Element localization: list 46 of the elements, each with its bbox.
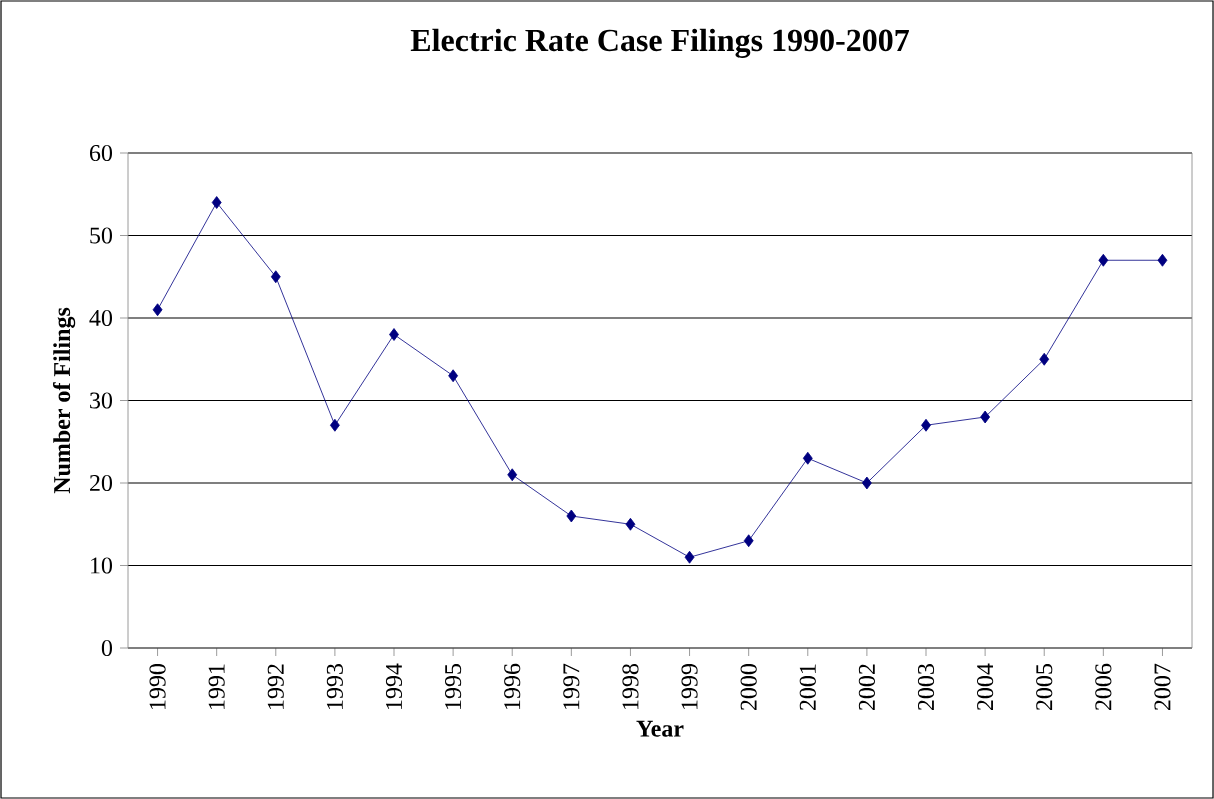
x-tick-label: 1992 <box>267 664 284 709</box>
x-tick-label: 1999 <box>681 664 698 709</box>
y-tick-label: 30 <box>90 392 113 409</box>
x-tick-label: 1998 <box>622 664 639 709</box>
point <box>389 328 399 341</box>
x-axis-title: Year <box>636 720 684 737</box>
point <box>270 270 281 284</box>
point <box>448 369 459 383</box>
point <box>1039 352 1050 366</box>
point <box>566 509 577 523</box>
point <box>1157 253 1168 267</box>
x-tick-label: 1991 <box>208 664 225 709</box>
y-tick-label: 20 <box>90 474 113 492</box>
point <box>211 196 222 209</box>
x-tick-label: 1990 <box>149 664 166 709</box>
x-tick-label: 1997 <box>563 663 580 709</box>
point <box>980 410 991 424</box>
x-tick-label: 1993 <box>326 664 343 709</box>
x-tick-label: 2002 <box>858 664 875 710</box>
x-tick-label: 2006 <box>1095 663 1112 710</box>
x-tick-label: 2004 <box>977 663 994 710</box>
point <box>861 476 872 490</box>
x-tick-label: 1996 <box>504 663 521 709</box>
point <box>921 418 931 432</box>
y-tick-label: 50 <box>90 227 113 244</box>
point <box>684 550 695 564</box>
y-tick-label: 10 <box>91 557 113 574</box>
point <box>329 418 340 432</box>
point <box>802 451 813 465</box>
x-tick-label: 2000 <box>740 664 757 710</box>
x-tick-label: 2001 <box>799 664 816 710</box>
x-tick-label: 1995 <box>445 664 462 709</box>
x-tick-label: 2007 <box>1154 663 1171 710</box>
point <box>507 468 518 482</box>
point <box>625 517 636 531</box>
y-tick-label: 40 <box>89 309 113 327</box>
point <box>1098 253 1109 267</box>
x-tick-label: 2003 <box>917 664 935 710</box>
x-tick-label: 2005 <box>1036 664 1053 710</box>
y-tick-label: 60 <box>89 144 113 162</box>
x-tick-label: 1994 <box>385 663 403 709</box>
point <box>743 534 754 548</box>
y-tick-label: 0 <box>101 639 113 657</box>
point <box>152 303 163 317</box>
chart-title: Electric Rate Case Filings 1990-2007 <box>410 28 909 58</box>
y-axis-title: Number of Filings <box>53 307 76 494</box>
